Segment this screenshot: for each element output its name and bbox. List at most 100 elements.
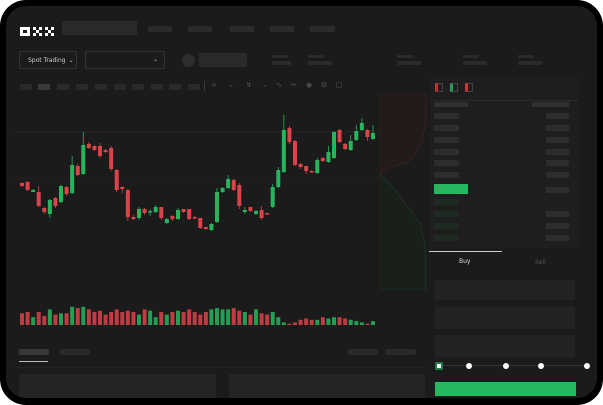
tab-open-orders[interactable] (19, 349, 49, 355)
amount-input[interactable] (435, 307, 575, 329)
candle-body[interactable] (348, 141, 353, 150)
interval-button[interactable] (76, 84, 88, 90)
slider-mark-50[interactable] (503, 363, 509, 369)
candle-body[interactable] (242, 210, 247, 212)
slider-handle[interactable] (435, 362, 443, 370)
candle-body[interactable] (153, 207, 158, 212)
slider-mark-75[interactable] (538, 363, 544, 369)
candle-body[interactable] (114, 170, 119, 190)
candle-body[interactable] (86, 144, 91, 148)
indicator-icon[interactable]: ∞ (211, 81, 217, 89)
candle-body[interactable] (125, 190, 130, 217)
asks-icon[interactable] (465, 83, 473, 92)
candle-body[interactable] (131, 217, 136, 219)
nav-item[interactable] (148, 26, 172, 32)
candle-body[interactable] (209, 224, 214, 230)
candle-body[interactable] (47, 200, 52, 214)
interval-button[interactable] (188, 84, 200, 90)
chevron-down-icon[interactable]: ⌄ (262, 81, 268, 89)
candle-body[interactable] (359, 123, 364, 130)
candle-body[interactable] (371, 133, 375, 139)
candle-body[interactable] (220, 188, 225, 192)
candle-body[interactable] (192, 217, 197, 219)
candle-body[interactable] (293, 141, 297, 165)
candle-body[interactable] (248, 207, 253, 211)
candle-body[interactable] (332, 132, 336, 158)
candle-body[interactable] (198, 218, 203, 228)
candle-body[interactable] (137, 209, 141, 218)
candle-body[interactable] (281, 130, 286, 172)
candle-body[interactable] (259, 210, 264, 218)
nav-item[interactable] (188, 26, 212, 32)
total-input[interactable] (435, 335, 575, 357)
settings-icon[interactable]: ⚙ (321, 81, 328, 89)
candle-body[interactable] (92, 146, 97, 150)
candle-body[interactable] (176, 210, 180, 219)
candle-body[interactable] (164, 219, 169, 223)
interval-button[interactable] (20, 84, 32, 90)
candle-body[interactable] (337, 130, 342, 142)
candle-body[interactable] (98, 146, 102, 156)
interval-button[interactable] (151, 84, 163, 90)
line-icon[interactable]: ∿ (276, 81, 282, 89)
candle-body[interactable] (36, 192, 41, 206)
candle-body[interactable] (81, 145, 86, 174)
candle-body[interactable] (309, 171, 314, 173)
candle-body[interactable] (287, 128, 292, 142)
price-input[interactable] (435, 280, 575, 300)
nav-item[interactable] (270, 26, 294, 32)
slider-mark-100[interactable] (584, 363, 590, 369)
candle-body[interactable] (254, 211, 258, 214)
bids-icon[interactable] (450, 83, 458, 92)
tab-order-history[interactable] (60, 349, 90, 355)
interval-button[interactable] (114, 84, 126, 90)
candle-body[interactable] (215, 192, 219, 222)
candle-body[interactable] (70, 165, 75, 193)
interval-button[interactable] (57, 84, 69, 90)
ruler-icon[interactable]: ✏ (291, 81, 297, 89)
candlestick-chart[interactable] (6, 6, 386, 336)
candle-body[interactable] (42, 208, 47, 212)
draw-tool-icon[interactable]: ↯ (246, 81, 252, 89)
both-sides-icon[interactable] (435, 83, 443, 92)
candle-body[interactable] (298, 164, 303, 167)
candle-body[interactable] (148, 211, 153, 213)
interval-button-active[interactable] (38, 84, 50, 90)
candle-body[interactable] (25, 182, 30, 190)
candle-body[interactable] (75, 166, 80, 175)
nav-item[interactable] (310, 26, 335, 32)
candle-body[interactable] (315, 160, 320, 173)
candle-body[interactable] (226, 179, 231, 188)
candle-body[interactable] (31, 190, 36, 192)
candle-body[interactable] (159, 207, 164, 218)
candle-body[interactable] (270, 187, 275, 207)
bottom-action[interactable] (348, 349, 378, 355)
candle-body[interactable] (354, 131, 359, 140)
candle-body[interactable] (103, 150, 108, 152)
candle-body[interactable] (170, 216, 175, 219)
candle-body[interactable] (109, 148, 114, 169)
candle-body[interactable] (276, 170, 281, 187)
nav-item[interactable] (230, 26, 254, 32)
camera-icon[interactable]: ◉ (306, 81, 313, 89)
buy-button[interactable] (435, 382, 576, 396)
market-selector[interactable]: Spot Trading ⌄ (19, 51, 77, 69)
candle-body[interactable] (181, 209, 186, 212)
candle-body[interactable] (59, 186, 63, 202)
chevron-down-icon[interactable]: ⌄ (228, 81, 234, 89)
candle-body[interactable] (320, 158, 325, 161)
tab-buy[interactable]: Buy (459, 258, 471, 265)
candle-body[interactable] (304, 166, 309, 171)
interval-button[interactable] (95, 84, 107, 90)
fullscreen-icon[interactable]: □ (336, 81, 343, 89)
interval-button[interactable] (132, 84, 144, 90)
bottom-action[interactable] (386, 349, 416, 355)
candle-body[interactable] (365, 130, 370, 137)
candle-body[interactable] (343, 144, 348, 149)
pair-selector[interactable]: ⌄ (85, 51, 165, 69)
okx-logo[interactable] (20, 22, 58, 36)
slider-mark-25[interactable] (466, 363, 472, 369)
candle-body[interactable] (203, 227, 208, 229)
interval-button[interactable] (169, 84, 181, 90)
candle-body[interactable] (326, 152, 331, 162)
